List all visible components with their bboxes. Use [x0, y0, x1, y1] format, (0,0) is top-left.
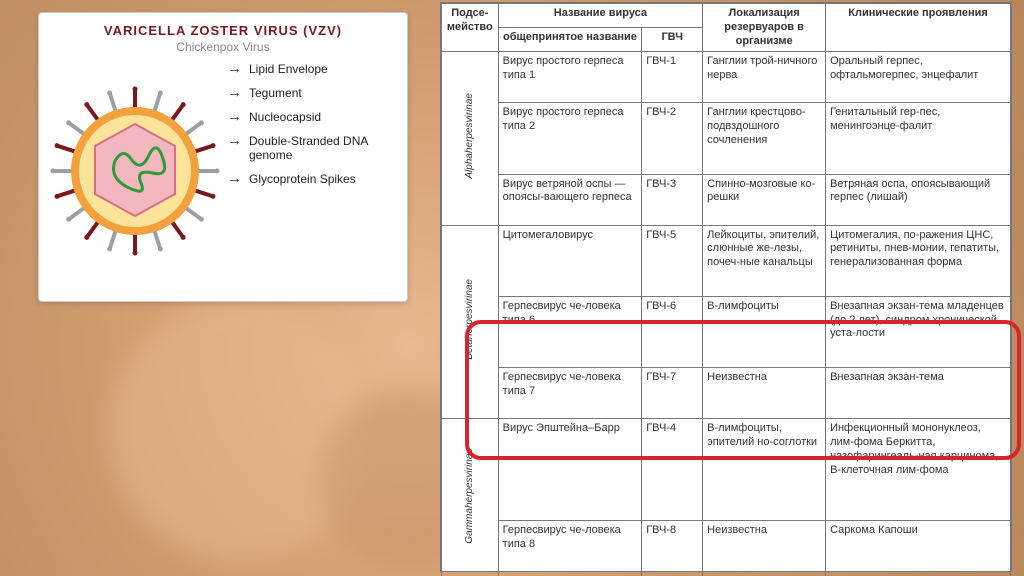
- cell-common: Вирус простого герпеса типа 2: [498, 103, 642, 174]
- subfamily-cell: Gammaherpesvirinae: [442, 419, 499, 576]
- table-row: Герпесвирус че-ловека типа 6ГВЧ-6В-лимфо…: [442, 296, 1011, 367]
- cell-hhv: ГВЧ-8: [642, 521, 703, 576]
- cell-hhv: ГВЧ-7: [642, 368, 703, 419]
- col-clinical: Клинические проявления: [826, 4, 1011, 52]
- cell-clinical: Ветряная оспа, опоясывающий герпес (лиша…: [826, 174, 1011, 225]
- cell-clinical: Генитальный гер-пес, менингоэнце-фалит: [826, 103, 1011, 174]
- pointer-icon: →: [227, 62, 245, 76]
- cell-reservoir: Ганглии трой-ничного нерва: [703, 52, 826, 103]
- herpesvirus-table: Подсе- мейство Название вируса Локализац…: [440, 2, 1012, 572]
- card-title: VARICELLA ZOSTER VIRUS (VZV): [51, 23, 395, 38]
- cell-reservoir: Неизвестна: [703, 368, 826, 419]
- table-row: Вирус ветряной оспы — опоясы-вающего гер…: [442, 174, 1011, 225]
- virus-illustration: [51, 62, 221, 262]
- label-item: →Glycoprotein Spikes: [227, 172, 395, 186]
- pointer-icon: →: [227, 86, 245, 100]
- card-subtitle: Chickenpox Virus: [51, 40, 395, 54]
- subfamily-cell: Alphaherpesvirinae: [442, 52, 499, 225]
- cell-common: Цитомегаловирус: [498, 225, 642, 296]
- table-row: AlphaherpesvirinaeВирус простого герпеса…: [442, 52, 1011, 103]
- cell-hhv: ГВЧ-5: [642, 225, 703, 296]
- cell-common: Герпесвирус че-ловека типа 8: [498, 521, 642, 576]
- col-subfamily: Подсе- мейство: [447, 7, 493, 33]
- cell-common: Вирус ветряной оспы — опоясы-вающего гер…: [498, 174, 642, 225]
- cell-common: Герпесвирус че-ловека типа 6: [498, 296, 642, 367]
- cell-hhv: ГВЧ-1: [642, 52, 703, 103]
- label-list: →Lipid Envelope →Tegument →Nucleocapsid …: [221, 62, 395, 262]
- cell-reservoir: В-лимфоциты: [703, 296, 826, 367]
- col-virus-name: Название вируса: [498, 4, 703, 28]
- subfamily-cell: Betaherpesvirinae: [442, 225, 499, 419]
- label-item: →Tegument: [227, 86, 395, 100]
- cell-common: Вирус Эпштейна–Барр: [498, 419, 642, 521]
- cell-reservoir: Спинно-мозговые ко-решки: [703, 174, 826, 225]
- cell-hhv: ГВЧ-6: [642, 296, 703, 367]
- col-hhv: ГВЧ: [642, 28, 703, 52]
- cell-hhv: ГВЧ-4: [642, 419, 703, 521]
- label-item: →Double-Stranded DNA genome: [227, 134, 395, 162]
- col-reservoir: Локализация резервуаров в организме: [703, 4, 826, 52]
- col-common-name: общепринятое название: [498, 28, 642, 52]
- cell-clinical: Внезапная экзан-тема: [826, 368, 1011, 419]
- table-row: Герпесвирус че-ловека типа 8ГВЧ-8Неизвес…: [442, 521, 1011, 576]
- table-row: BetaherpesvirinaeЦитомегаловирусГВЧ-5Лей…: [442, 225, 1011, 296]
- table-row: Вирус простого герпеса типа 2ГВЧ-2Гангли…: [442, 103, 1011, 174]
- cell-hhv: ГВЧ-3: [642, 174, 703, 225]
- label-item: →Lipid Envelope: [227, 62, 395, 76]
- cell-common: Вирус простого герпеса типа 1: [498, 52, 642, 103]
- cell-clinical: Инфекционный мононуклеоз, лим-фома Берки…: [826, 419, 1011, 521]
- table-row: Герпесвирус че-ловека типа 7ГВЧ-7Неизвес…: [442, 368, 1011, 419]
- pointer-icon: →: [227, 134, 245, 148]
- table-row: GammaherpesvirinaeВирус Эпштейна–БаррГВЧ…: [442, 419, 1011, 521]
- cell-reservoir: Ганглии крестцово-подвздошного сочленени…: [703, 103, 826, 174]
- virus-diagram-card: VARICELLA ZOSTER VIRUS (VZV) Chickenpox …: [38, 12, 408, 302]
- pointer-icon: →: [227, 110, 245, 124]
- pointer-icon: →: [227, 172, 245, 186]
- cell-clinical: Оральный герпес, офтальмогерпес, энцефал…: [826, 52, 1011, 103]
- cell-clinical: Внезапная экзан-тема младенцев (до 2 лет…: [826, 296, 1011, 367]
- cell-reservoir: В-лимфоциты, эпителий но-соглотки: [703, 419, 826, 521]
- cell-common: Герпесвирус че-ловека типа 7: [498, 368, 642, 419]
- cell-reservoir: Неизвестна: [703, 521, 826, 576]
- cell-clinical: Саркома Капоши: [826, 521, 1011, 576]
- cell-reservoir: Лейкоциты, эпителий, слюнные же-лезы, по…: [703, 225, 826, 296]
- cell-clinical: Цитомегалия, по-ражения ЦНС, ретиниты, п…: [826, 225, 1011, 296]
- label-item: →Nucleocapsid: [227, 110, 395, 124]
- cell-hhv: ГВЧ-2: [642, 103, 703, 174]
